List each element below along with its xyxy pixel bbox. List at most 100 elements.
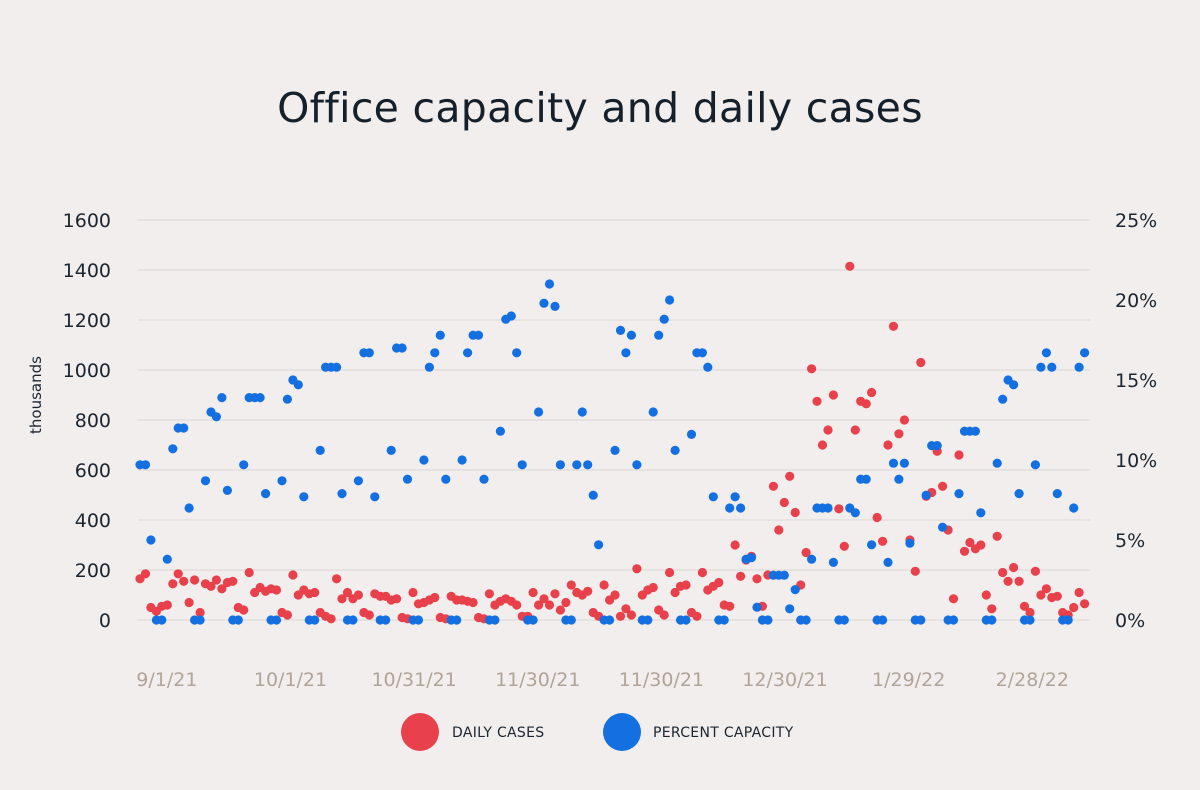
legend-label-percent-capacity: PERCENT CAPACITY: [653, 725, 794, 741]
percent-capacity-point: [413, 615, 424, 625]
daily-cases-point: [1003, 576, 1013, 586]
daily-cases-point: [190, 575, 200, 585]
percent-capacity-point: [566, 615, 576, 625]
daily-cases-point: [244, 567, 254, 578]
percent-capacity-point: [626, 330, 637, 340]
daily-cases-point: [976, 540, 986, 550]
daily-cases-point: [430, 592, 440, 603]
percent-capacity-point: [621, 348, 631, 358]
percent-capacity-point: [310, 615, 320, 625]
percent-capacity-point: [490, 615, 500, 625]
percent-capacity-point: [293, 380, 303, 390]
daily-cases-point: [959, 546, 970, 556]
percent-capacity-point: [1063, 615, 1073, 625]
x-tick-label: 11/30/21: [619, 669, 704, 691]
percent-capacity-point: [987, 615, 997, 625]
percent-capacity-point: [544, 279, 555, 289]
percent-capacity-point: [1036, 362, 1046, 372]
daily-cases-point: [392, 594, 402, 604]
percent-capacity-point: [736, 503, 746, 513]
percent-capacity-point: [615, 325, 626, 335]
percent-capacity-point: [807, 554, 817, 564]
percent-capacity-point: [998, 394, 1008, 404]
percent-capacity-point: [200, 476, 211, 486]
daily-cases-point: [140, 569, 151, 579]
daily-cases-point: [566, 580, 576, 590]
chart-title: Office capacity and daily cases: [277, 84, 923, 132]
daily-cases-point: [239, 605, 249, 615]
daily-cases-point: [883, 440, 893, 450]
percent-capacity-point: [348, 615, 358, 625]
y-right-tick-label: 15%: [1115, 370, 1157, 392]
y-axis-label: thousands: [27, 356, 45, 434]
percent-capacity-point: [430, 348, 440, 358]
daily-cases-point: [555, 605, 566, 615]
percent-capacity-point: [1074, 362, 1084, 372]
daily-cases-point: [752, 574, 762, 584]
percent-capacity-point: [867, 540, 877, 550]
daily-cases-point: [998, 567, 1008, 578]
percent-capacity-point: [878, 615, 888, 625]
daily-cases-point: [1080, 599, 1090, 609]
percent-capacity-point: [1025, 615, 1035, 625]
percent-capacity-point: [337, 489, 347, 499]
percent-capacity-point: [861, 474, 871, 484]
percent-capacity-point: [315, 445, 325, 455]
daily-cases-point: [184, 597, 194, 608]
percent-capacity-point: [665, 295, 675, 305]
percent-capacity-point: [402, 474, 413, 484]
daily-cases-point: [173, 569, 183, 579]
percent-capacity-point: [681, 615, 691, 625]
daily-cases-point: [807, 364, 817, 374]
daily-cases-point: [817, 440, 828, 450]
daily-cases-point: [916, 357, 926, 368]
percent-capacity-point: [659, 314, 669, 324]
legend-swatch-percent-capacity: [603, 713, 641, 751]
percent-capacity-point: [785, 604, 795, 614]
percent-capacity-point: [435, 330, 445, 340]
daily-cases-point: [768, 481, 779, 491]
y-left-tick-label: 800: [75, 410, 111, 432]
percent-capacity-point: [479, 474, 489, 484]
daily-cases-point: [774, 525, 784, 535]
x-tick-label: 1/29/22: [872, 669, 945, 691]
percent-capacity-point: [948, 615, 959, 625]
percent-capacity-point: [697, 348, 708, 358]
percent-capacity-point: [921, 490, 931, 500]
percent-capacity-point: [332, 362, 342, 372]
daily-cases-point: [730, 540, 740, 550]
percent-capacity-point: [632, 460, 642, 470]
percent-capacity-point: [970, 426, 981, 436]
x-tick-label: 2/28/22: [996, 669, 1069, 691]
daily-cases-point: [1009, 562, 1019, 573]
percent-capacity-point: [261, 489, 271, 499]
daily-cases-point: [872, 512, 882, 523]
percent-capacity-point: [730, 492, 740, 502]
percent-capacity-point: [719, 615, 729, 625]
percent-capacity-point: [828, 557, 839, 568]
percent-capacity-point: [779, 570, 789, 580]
percent-capacity-point: [211, 412, 221, 422]
daily-cases-point: [539, 594, 549, 604]
daily-cases-point: [512, 600, 522, 610]
daily-cases-point: [965, 537, 975, 548]
legend-swatch-daily-cases: [401, 713, 439, 751]
daily-cases-point: [332, 574, 342, 584]
daily-cases-point: [714, 577, 724, 588]
daily-cases-point: [697, 567, 708, 578]
percent-capacity-point: [397, 343, 407, 353]
percent-capacity-point: [222, 485, 232, 495]
daily-cases-point: [1041, 584, 1051, 594]
percent-capacity-point: [577, 407, 587, 417]
y-right-tick-label: 10%: [1115, 450, 1157, 472]
daily-cases-point: [282, 610, 292, 620]
daily-cases-point: [899, 415, 910, 425]
daily-cases-point: [342, 587, 353, 598]
percent-capacity-point: [419, 455, 429, 465]
daily-cases-point: [626, 610, 637, 620]
percent-capacity-point: [506, 311, 516, 321]
x-tick-label: 10/1/21: [254, 669, 327, 691]
daily-cases-point: [1014, 576, 1024, 586]
daily-cases-point: [610, 590, 620, 600]
daily-cases-point: [692, 611, 702, 621]
